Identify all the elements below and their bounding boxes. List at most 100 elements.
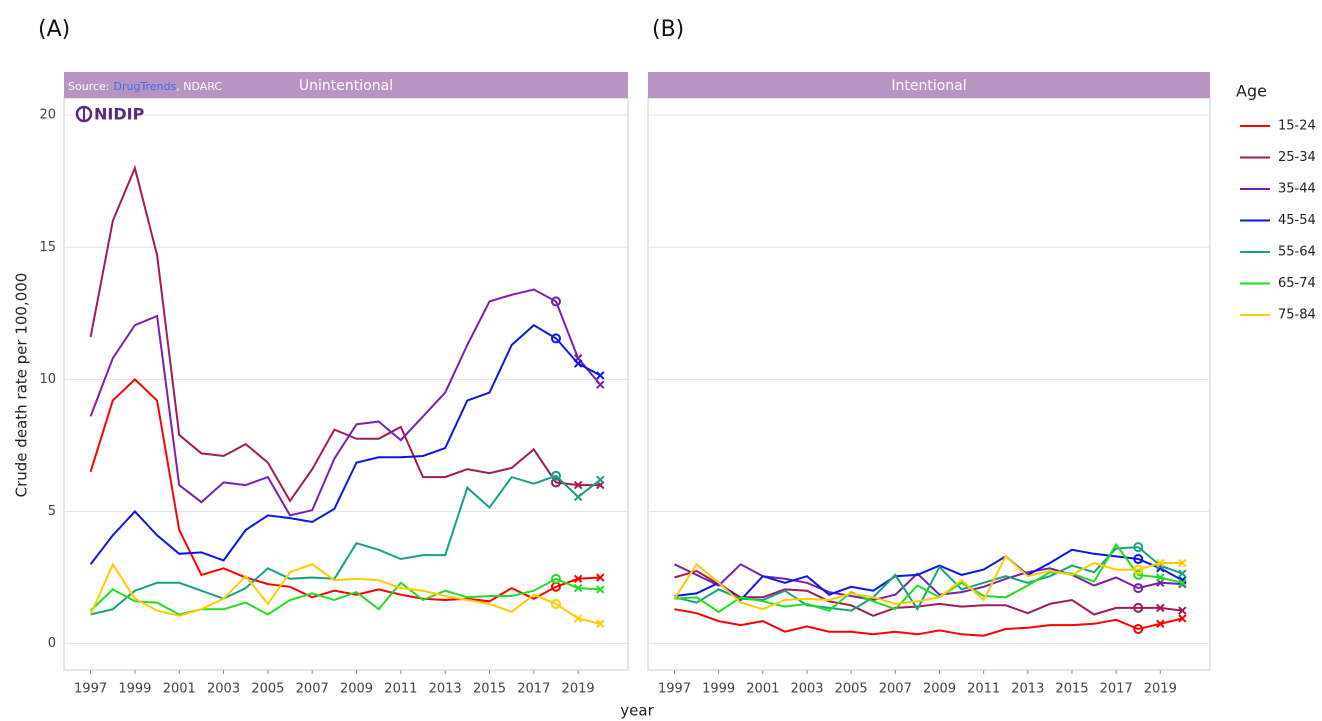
x-tick-label: 2017 [517,682,550,697]
x-tick-label: 2015 [473,682,506,697]
marker [550,598,561,609]
marker [1156,619,1165,628]
marker [1133,554,1144,565]
x-tick-label: 1997 [658,682,691,697]
marker [1156,573,1165,582]
plot-background [63,97,629,671]
x-tick-label: 2013 [429,682,462,697]
marker [596,371,605,380]
series-line [674,548,1183,602]
strip [64,72,628,98]
source-suffix: , NDARC [176,80,222,93]
marker [573,359,583,368]
marker [1133,602,1144,613]
x-tick-label: 2003 [790,682,823,697]
marker [596,475,605,484]
legend-label: 25-34 [1278,150,1316,165]
marker [1156,558,1165,568]
y-tick-label: 5 [48,504,56,519]
x-tick-label: 2019 [562,682,595,697]
series-line [674,542,1183,614]
x-axis-label: year [620,702,654,720]
x-tick-label: 1997 [74,682,107,697]
x-tick-label: 2017 [1100,682,1133,697]
y-axis-label: Crude death rate per 100,000 [13,273,31,498]
marker [573,492,583,502]
x-tick-label: 2011 [384,682,417,697]
marker [550,477,561,488]
logo: NIDIP [94,105,145,124]
series-line [674,569,1183,617]
x-tick-label: 2013 [1011,682,1044,697]
marker [550,333,561,344]
strip [648,72,1210,98]
marker [1133,564,1144,575]
series-line [89,323,601,565]
x-tick-label: 2019 [1144,682,1177,697]
marker [1178,558,1187,568]
legend-label: 15-24 [1278,119,1316,134]
y-tick-label: 15 [39,240,56,255]
marker [1178,578,1187,588]
marker [596,380,605,389]
y-tick-label: 0 [48,636,56,651]
series-line [89,562,601,625]
source-link: DrugTrends [114,80,177,93]
y-tick-label: 10 [39,372,56,387]
series-line [89,577,601,616]
legend-label: 35-44 [1278,182,1316,197]
plot-background [647,97,1211,671]
x-tick-label: 2001 [163,682,196,697]
x-tick-label: 2001 [746,682,779,697]
x-tick-label: 2009 [340,682,373,697]
x-tick-label: 2007 [296,682,329,697]
marker [573,574,583,584]
marker [596,573,605,582]
panel-label: (A) [38,17,70,42]
series-line [89,164,601,503]
marker [573,480,583,490]
series-line [673,554,1183,611]
x-tick-label: 2005 [251,682,284,697]
marker [1156,603,1165,613]
x-tick-label: 2009 [923,682,956,697]
marker [1133,624,1144,635]
strip-title: Unintentional [299,78,393,94]
legend-label: 65-74 [1278,276,1316,291]
x-tick-label: 2003 [207,682,240,697]
strip-title: Intentional [891,78,966,94]
x-tick-label: 2011 [967,682,1000,697]
series-line [674,563,1183,602]
x-tick-label: 2015 [1055,682,1088,697]
marker [1133,569,1144,580]
marker [1178,569,1187,578]
legend-label: 75-84 [1278,308,1316,323]
source-prefix: Source: [68,80,110,93]
marker [550,470,561,481]
series-line [89,288,602,517]
marker [1133,542,1144,553]
panel-label: (B) [652,17,684,42]
series-line [89,378,601,603]
marker [550,296,561,307]
x-tick-label: 2005 [835,682,868,697]
x-tick-label: 1999 [702,682,735,697]
y-tick-label: 20 [39,108,56,123]
marker [596,619,605,628]
x-tick-label: 1999 [118,682,151,697]
series-line [90,474,601,616]
marker [1133,583,1144,594]
legend-label: 45-54 [1278,213,1316,228]
x-tick-label: 2007 [879,682,912,697]
source: Source: DrugTrends, NDARC [68,80,222,93]
marker [1178,606,1187,615]
legend-title: Age [1236,82,1267,101]
marker [596,585,605,594]
marker [573,614,583,623]
series-line [674,608,1183,637]
legend-label: 55-64 [1278,245,1316,260]
marker [1178,614,1187,623]
marker [550,573,561,584]
marker [573,583,583,593]
